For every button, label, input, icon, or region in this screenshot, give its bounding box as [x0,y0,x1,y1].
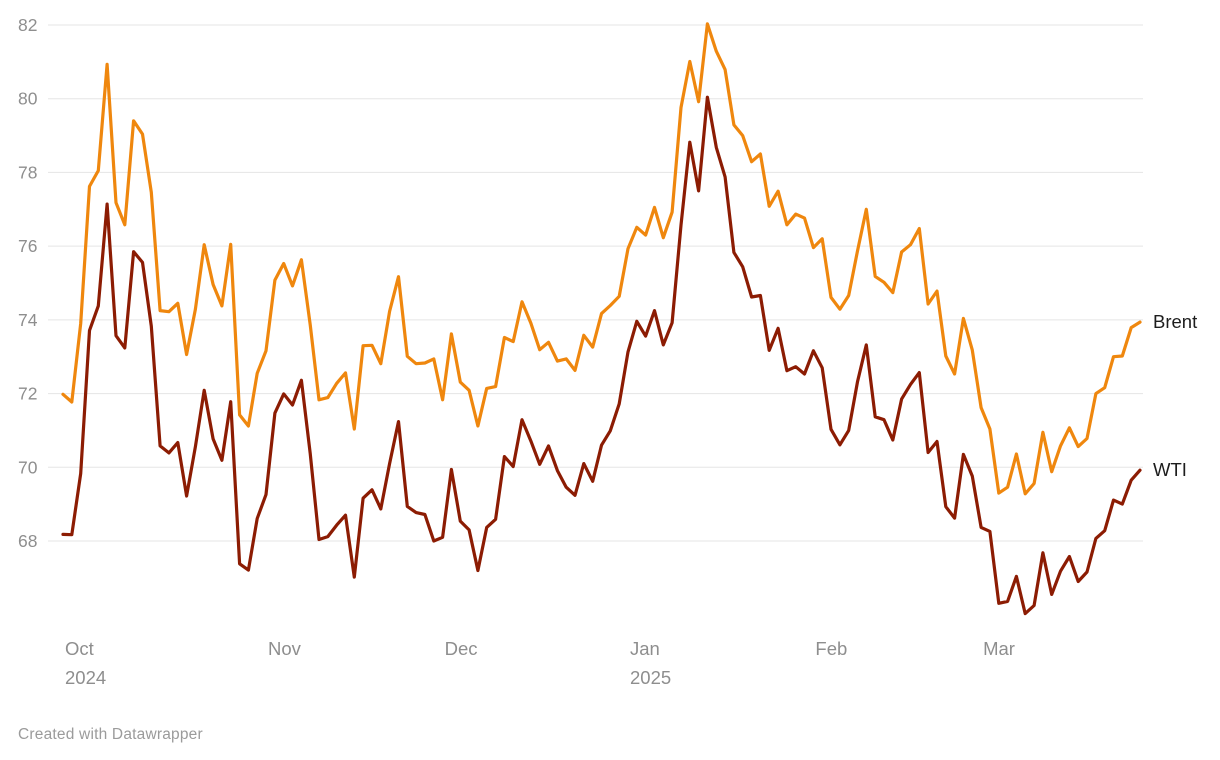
y-tick-label-68: 68 [18,531,37,551]
y-tick-label-76: 76 [18,236,37,256]
series-label-brent: Brent [1153,311,1197,332]
x-tick-label-oct: Oct [65,638,94,659]
y-tick-label-70: 70 [18,457,38,477]
x-tick-label-dec: Dec [445,638,478,659]
x-tick-year-2024: 2024 [65,667,106,688]
series-line-wti [61,95,1142,616]
x-tick-year-2025: 2025 [630,667,671,688]
chart-canvas: 68 70 72 74 76 78 80 82 Oct 2024 Nov Dec Jan 2025 Feb M… [18,15,1197,688]
y-tick-label-80: 80 [18,89,38,109]
attribution-text: Created with Datawrapper [18,726,203,743]
y-tick-label-72: 72 [18,384,37,404]
x-tick-label-nov: Nov [268,638,302,659]
y-tick-label-74: 74 [18,310,38,330]
y-tick-label-82: 82 [18,15,37,35]
x-tick-label-feb: Feb [815,638,847,659]
series-line-brent [61,22,1142,496]
y-tick-label-78: 78 [18,162,37,182]
x-tick-label-mar: Mar [983,638,1015,659]
series-label-wti: WTI [1153,459,1187,480]
x-tick-label-jan: Jan [630,638,660,659]
